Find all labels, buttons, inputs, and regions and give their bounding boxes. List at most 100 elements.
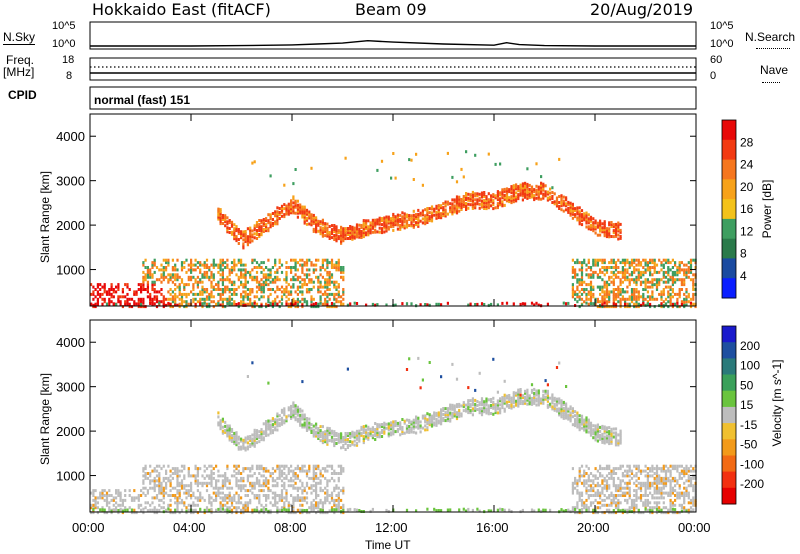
velocity-echo-cell (305, 429, 309, 432)
power-echo-cell (585, 215, 588, 219)
power-echo-cell (328, 275, 331, 279)
power-echo-cell (240, 261, 243, 265)
power-echo-cell (642, 292, 645, 296)
power-echo-cell (146, 268, 149, 272)
power-echo-cell (555, 196, 559, 200)
power-echo-cell (424, 220, 427, 224)
power-echo-cell (546, 198, 549, 202)
velocity-echo-cell (299, 479, 302, 483)
power-echo-cell (219, 292, 222, 296)
velocity-echo-cell (455, 403, 459, 407)
velocity-echo-cell (571, 486, 574, 490)
velocity-echo-cell (269, 419, 272, 423)
power-echo-cell (351, 231, 354, 235)
velocity-echo-cell (501, 400, 504, 404)
velocity-echo-cell (533, 401, 536, 405)
velocity-echo-cell (426, 426, 429, 430)
power-echo-cell (365, 227, 368, 231)
velocity-echo-cell (303, 486, 306, 490)
velocity-echo-cell (228, 436, 231, 440)
power-echo-cell (440, 216, 443, 220)
velocity-echo-cell (419, 386, 422, 390)
power-echo-cell (501, 301, 504, 305)
power-echo-cell (474, 153, 477, 157)
power-echo-cell (669, 302, 672, 306)
velocity-echo-cell (526, 388, 529, 392)
velocity-echo-cell (369, 429, 372, 433)
velocity-echo-cell (558, 401, 561, 405)
power-echo-cell (619, 288, 622, 291)
power-echo-cell (678, 305, 681, 309)
power-echo-cell (421, 183, 424, 187)
power-echo-cell (435, 302, 438, 306)
power-echo-cell (269, 268, 272, 272)
power-echo-cell (233, 290, 236, 294)
power-echo-cell (567, 208, 570, 212)
velocity-echo-cell (103, 498, 106, 502)
power-echo-cell (344, 227, 347, 231)
velocity-echo-cell (442, 413, 445, 416)
power-echo-cell (249, 238, 252, 242)
velocity-echo-cell (337, 486, 340, 490)
velocity-echo-cell (269, 427, 272, 431)
velocity-echo-cell (267, 509, 270, 513)
velocity-echo-cell (237, 498, 240, 502)
velocity-echo-cell (294, 467, 297, 471)
power-echo-cell (187, 283, 190, 287)
velocity-echo-cell (585, 481, 588, 485)
velocity-echo-cell (478, 401, 481, 405)
power-echo-cell (319, 266, 322, 269)
power-echo-cell (174, 273, 177, 277)
power-echo-cell (612, 270, 615, 274)
velocity-echo-cell (319, 474, 322, 478)
power-echo-cell (362, 229, 365, 233)
velocity-echo-cell (187, 474, 190, 478)
velocity-echo-cell (562, 410, 565, 414)
velocity-echo-cell (344, 432, 347, 435)
velocity-echo-cell (253, 442, 256, 446)
power-echo-cell (178, 305, 181, 309)
velocity-echo-cell (237, 437, 240, 441)
velocity-echo-cell (453, 414, 456, 418)
power-echo-cell (403, 218, 406, 222)
power-echo-cell (537, 189, 540, 193)
power-echo-cell (551, 191, 554, 194)
power-echo-cell (324, 258, 327, 262)
power-echo-cell (405, 221, 409, 225)
power-echo-cell (180, 302, 184, 306)
power-echo-cell (678, 290, 681, 294)
power-colorbar-segment (722, 179, 736, 200)
velocity-echo-cell (292, 496, 295, 500)
power-echo-cell (362, 235, 365, 239)
velocity-echo-cell (244, 501, 247, 505)
power-echo-cell (578, 295, 581, 299)
velocity-echo-cell (294, 404, 297, 408)
velocity-echo-cell (128, 489, 131, 493)
power-echo-cell (312, 217, 315, 221)
velocity-echo-cell (528, 398, 531, 402)
velocity-echo-cell (337, 491, 340, 495)
power-echo-cell (642, 273, 645, 277)
power-echo-cell (651, 297, 654, 301)
power-echo-cell (171, 273, 174, 277)
velocity-echo-cell (517, 402, 520, 406)
velocity-echo-cell (551, 399, 554, 403)
power-echo-cell (592, 285, 595, 289)
power-echo-cell (580, 283, 584, 287)
power-echo-cell (285, 261, 288, 265)
power-echo-cell (208, 305, 211, 309)
power-echo-cell (612, 300, 615, 304)
power-echo-cell (92, 285, 95, 289)
velocity-echo-cell (365, 424, 368, 428)
velocity-echo-cell (285, 496, 288, 500)
power-echo-cell (637, 258, 640, 262)
velocity-echo-cell (376, 425, 379, 429)
power-echo-cell (685, 303, 688, 307)
power-echo-cell (294, 300, 297, 304)
velocity-echo-cell (226, 464, 229, 468)
velocity-echo-cell (512, 401, 515, 405)
velocity-echo-cell (246, 503, 249, 507)
power-echo-cell (560, 208, 563, 212)
power-echo-cell (535, 301, 538, 305)
nsearch-tick-bottom: 10^0 (710, 38, 734, 50)
